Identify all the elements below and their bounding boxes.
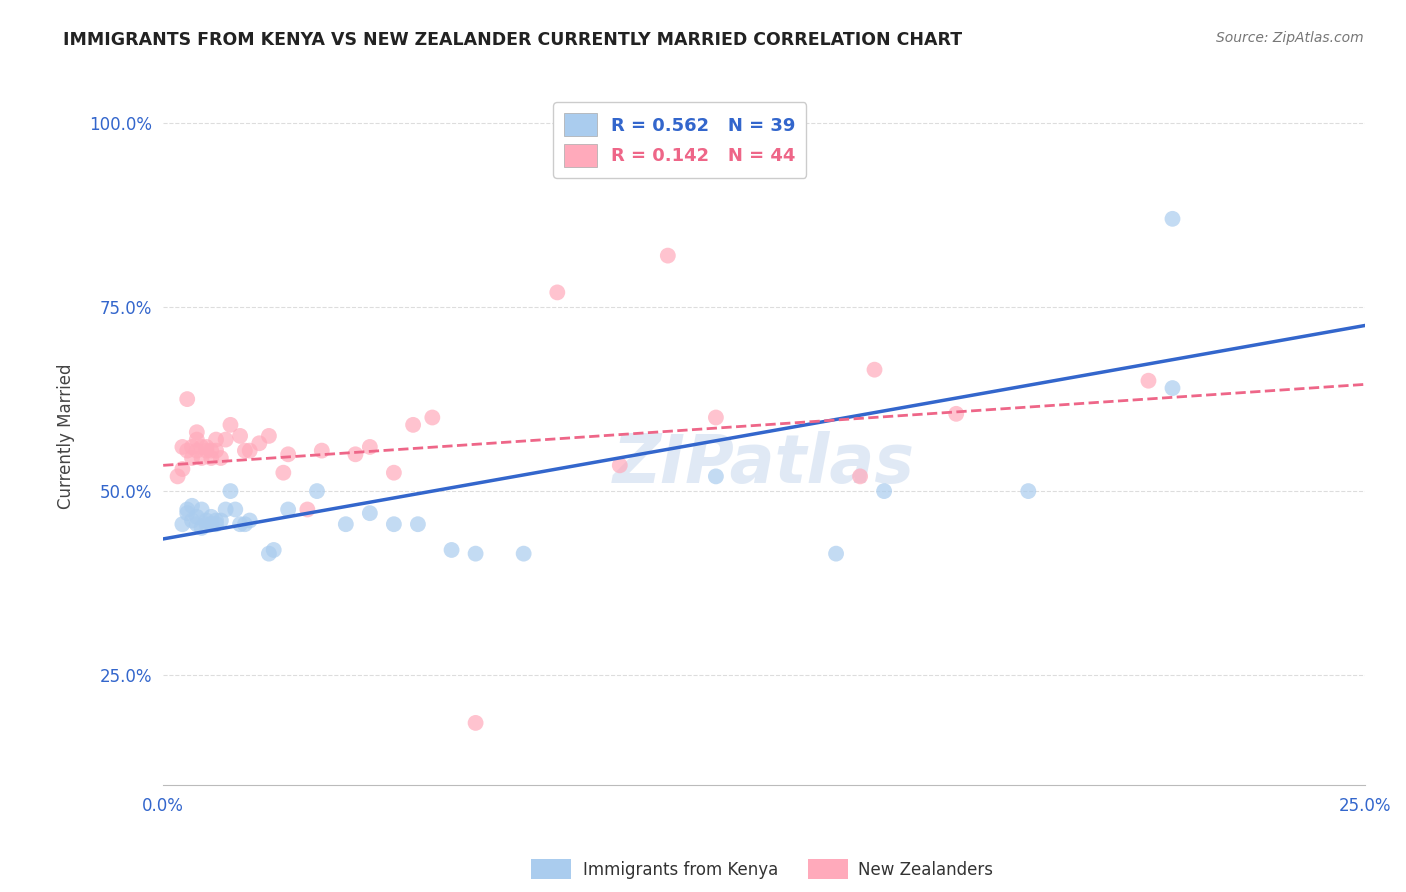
Point <box>195 443 218 458</box>
Point <box>176 392 198 406</box>
Point <box>200 450 222 465</box>
Point <box>382 517 405 532</box>
Point <box>195 514 218 528</box>
Point <box>205 433 228 447</box>
Point <box>205 443 228 458</box>
Point <box>190 521 212 535</box>
Point <box>181 450 204 465</box>
Text: ZIPatlas: ZIPatlas <box>613 431 915 497</box>
Point <box>849 469 872 483</box>
Point <box>825 547 848 561</box>
Point <box>181 499 204 513</box>
Point <box>609 458 631 473</box>
Point <box>273 466 295 480</box>
Point <box>1017 484 1039 499</box>
Text: New Zealanders: New Zealanders <box>858 861 993 879</box>
Legend: R = 0.562   N = 39, R = 0.142   N = 44: R = 0.562 N = 39, R = 0.142 N = 44 <box>554 103 807 178</box>
Point <box>263 543 285 558</box>
Point <box>229 517 252 532</box>
Point <box>873 484 896 499</box>
Point <box>335 517 357 532</box>
Point <box>172 440 194 454</box>
Point <box>464 715 486 730</box>
Point <box>247 436 270 450</box>
Point <box>657 249 679 263</box>
Text: Source: ZipAtlas.com: Source: ZipAtlas.com <box>1216 31 1364 45</box>
Point <box>239 443 262 458</box>
Point <box>704 410 727 425</box>
Point <box>172 517 194 532</box>
Point <box>1161 381 1184 395</box>
Point <box>205 514 228 528</box>
Point <box>190 440 212 454</box>
Point <box>257 429 280 443</box>
Y-axis label: Currently Married: Currently Married <box>58 363 75 508</box>
Point <box>214 502 236 516</box>
Point <box>239 514 262 528</box>
Point <box>209 514 232 528</box>
Point <box>406 517 429 532</box>
Point <box>440 543 463 558</box>
Point <box>1161 211 1184 226</box>
Point <box>172 462 194 476</box>
Point <box>176 506 198 520</box>
Point <box>257 547 280 561</box>
Text: Immigrants from Kenya: Immigrants from Kenya <box>583 861 779 879</box>
Text: IMMIGRANTS FROM KENYA VS NEW ZEALANDER CURRENTLY MARRIED CORRELATION CHART: IMMIGRANTS FROM KENYA VS NEW ZEALANDER C… <box>63 31 962 49</box>
Point <box>176 502 198 516</box>
Point <box>359 440 381 454</box>
Point <box>224 502 246 516</box>
Point <box>190 450 212 465</box>
Point <box>190 502 212 516</box>
Point <box>464 547 486 561</box>
Point <box>311 443 333 458</box>
Point <box>181 440 204 454</box>
Point <box>181 514 204 528</box>
Point <box>1137 374 1160 388</box>
Point <box>233 443 256 458</box>
Point <box>305 484 328 499</box>
Point <box>200 443 222 458</box>
Point <box>297 502 319 516</box>
Point <box>200 509 222 524</box>
Point <box>176 443 198 458</box>
Point <box>945 407 967 421</box>
Point <box>277 502 299 516</box>
Point <box>402 417 425 432</box>
Point <box>186 517 208 532</box>
Point <box>382 466 405 480</box>
Point <box>704 469 727 483</box>
Point <box>512 547 534 561</box>
Point <box>186 433 208 447</box>
Point <box>229 429 252 443</box>
Point <box>344 447 367 461</box>
Point <box>166 469 188 483</box>
Point <box>219 417 242 432</box>
Point <box>863 362 886 376</box>
Point <box>359 506 381 520</box>
Point <box>219 484 242 499</box>
Point <box>186 509 208 524</box>
Point <box>209 450 232 465</box>
Point <box>546 285 568 300</box>
Point <box>214 433 236 447</box>
Point <box>233 517 256 532</box>
Point <box>195 440 218 454</box>
Point <box>420 410 443 425</box>
Point <box>205 517 228 532</box>
Point <box>186 425 208 440</box>
Point <box>186 443 208 458</box>
Point <box>195 517 218 532</box>
Point <box>277 447 299 461</box>
Point <box>200 517 222 532</box>
